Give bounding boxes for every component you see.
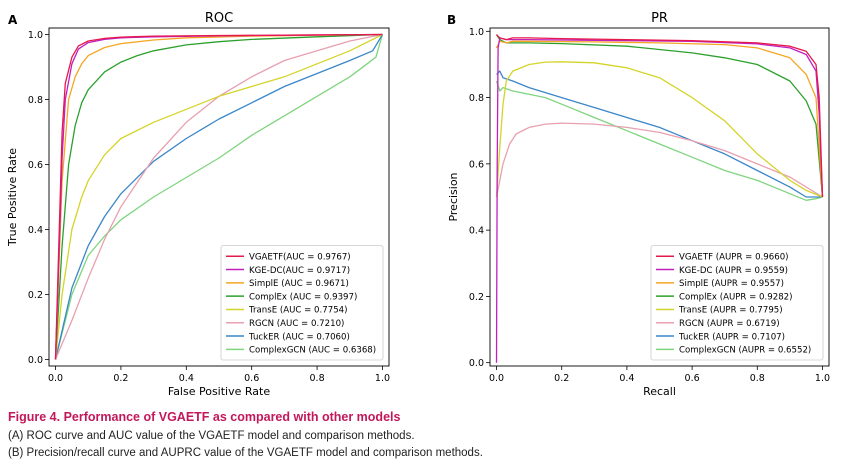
series-line-7 [54,34,384,360]
legend-entry-4: TransE (AUPR = 0.7795) [678,306,783,316]
y-tick-label: 0.6 [469,159,484,170]
series-layer [495,34,824,363]
chart-title: PR [651,11,668,26]
series-line-3 [54,33,383,360]
y-tick-label: 0.6 [28,160,43,171]
figure-caption-panel-a: (A) ROC curve and AUC value of the VGAET… [8,430,415,442]
series-line-3 [495,34,824,198]
y-tick-label: 0.2 [469,292,484,303]
legend-entry-3: ComplEx (AUPR = 0.9282) [679,292,792,302]
legend-entry-1: KGE-DC (AUPR = 0.9559) [679,266,788,276]
panel-label: B [447,13,456,27]
x-tick-label: 0.8 [750,373,765,384]
legend-entry-7: ComplexGCN (AUPR = 0.6552) [679,346,811,356]
chart-title: ROC [205,11,233,26]
legend-entry-5: RGCN (AUPR = 0.6719) [679,319,780,329]
plot-frame [489,27,830,367]
series-line-5 [495,122,823,198]
y-tick-label: 0.2 [28,290,43,301]
x-axis-label: Recall [643,385,676,398]
legend: VGAETF(AUC = 0.9767) KGE-DC(AUC = 0.9717)… [220,245,384,361]
y-tick-label: 0.0 [469,358,484,369]
series-line-5 [54,33,383,360]
x-tick-label: 0.6 [244,373,259,384]
legend-entry-6: TuckER (AUC = 0.7060) [248,332,350,342]
series-layer [54,33,384,360]
figure-canvas: A ROC 0.0 0.2 0.4 0.6 0.8 1.0 0.0 0.2 0.4 0.6 0.8 1.0… [6,11,830,398]
series-line-6 [496,70,823,198]
x-tick-label: 1.0 [375,373,390,384]
figure-caption-panel-b: (B) Precision/recall curve and AUPRC val… [8,447,483,459]
y-axis-label: True Positive Rate [6,148,19,247]
legend-entry-7: ComplexGCN (AUC = 0.6368) [249,346,376,356]
series-line-4 [54,33,383,360]
x-tick-label: 0.0 [489,373,504,384]
y-axis-label: Precision [447,172,460,221]
panel-label: A [8,13,18,27]
x-tick-label: 0.4 [619,373,634,384]
plot-frame [48,27,390,367]
x-axis-label: False Positive Rate [168,385,270,398]
y-tick-label: 0.0 [28,355,43,366]
series-line-7 [495,80,823,201]
legend-box [650,245,824,361]
series-line-4 [495,61,823,198]
chart-panel-b: B PR 0.0 0.2 0.4 0.6 0.8 1.0 0.0 0.2 0.4 0.6 0.8 1.0 R… [447,11,830,398]
series-line-6 [54,34,384,360]
legend: VGAETF (AUPR = 0.9660) KGE-DC (AUPR = 0.9… [650,245,824,361]
y-tick-label: 0.4 [28,225,43,236]
y-tick-label: 0.8 [469,93,484,104]
y-tick-label: 0.4 [469,226,484,237]
series-line-2 [495,40,824,198]
legend-entry-1: KGE-DC(AUC = 0.9717) [249,266,350,276]
legend-box [220,245,384,361]
legend-entry-4: TransE (AUC = 0.7754) [248,306,347,316]
legend-entry-5: RGCN (AUC = 0.7210) [249,319,344,329]
x-tick-label: 0.6 [685,373,700,384]
legend-entry-2: SimplE (AUC = 0.9671) [249,279,349,289]
legend-entry-2: SimplE (AUPR = 0.9557) [679,279,784,289]
chart-panel-a: A ROC 0.0 0.2 0.4 0.6 0.8 1.0 0.0 0.2 0.4 0.6 0.8 1.0… [6,11,390,398]
y-tick-label: 0.8 [28,95,43,106]
series-line-0 [496,34,824,198]
x-tick-label: 1.0 [815,373,830,384]
figure-caption-title: Figure 4. Performance of VGAETF as compa… [8,410,401,424]
x-tick-label: 0.0 [48,373,63,384]
legend-entry-0: VGAETF(AUC = 0.9767) [249,252,351,262]
x-tick-label: 0.2 [554,373,569,384]
series-line-1 [495,37,824,363]
x-tick-label: 0.8 [310,373,325,384]
y-tick-label: 1.0 [28,30,43,41]
legend-entry-0: VGAETF (AUPR = 0.9660) [679,252,789,262]
x-tick-label: 0.2 [113,373,128,384]
legend-entry-6: TuckER (AUPR = 0.7107) [678,332,785,342]
y-tick-label: 1.0 [469,27,484,38]
x-tick-label: 0.4 [179,373,194,384]
series-line-0 [54,33,383,360]
legend-entry-3: ComplEx (AUC = 0.9397) [249,292,357,302]
